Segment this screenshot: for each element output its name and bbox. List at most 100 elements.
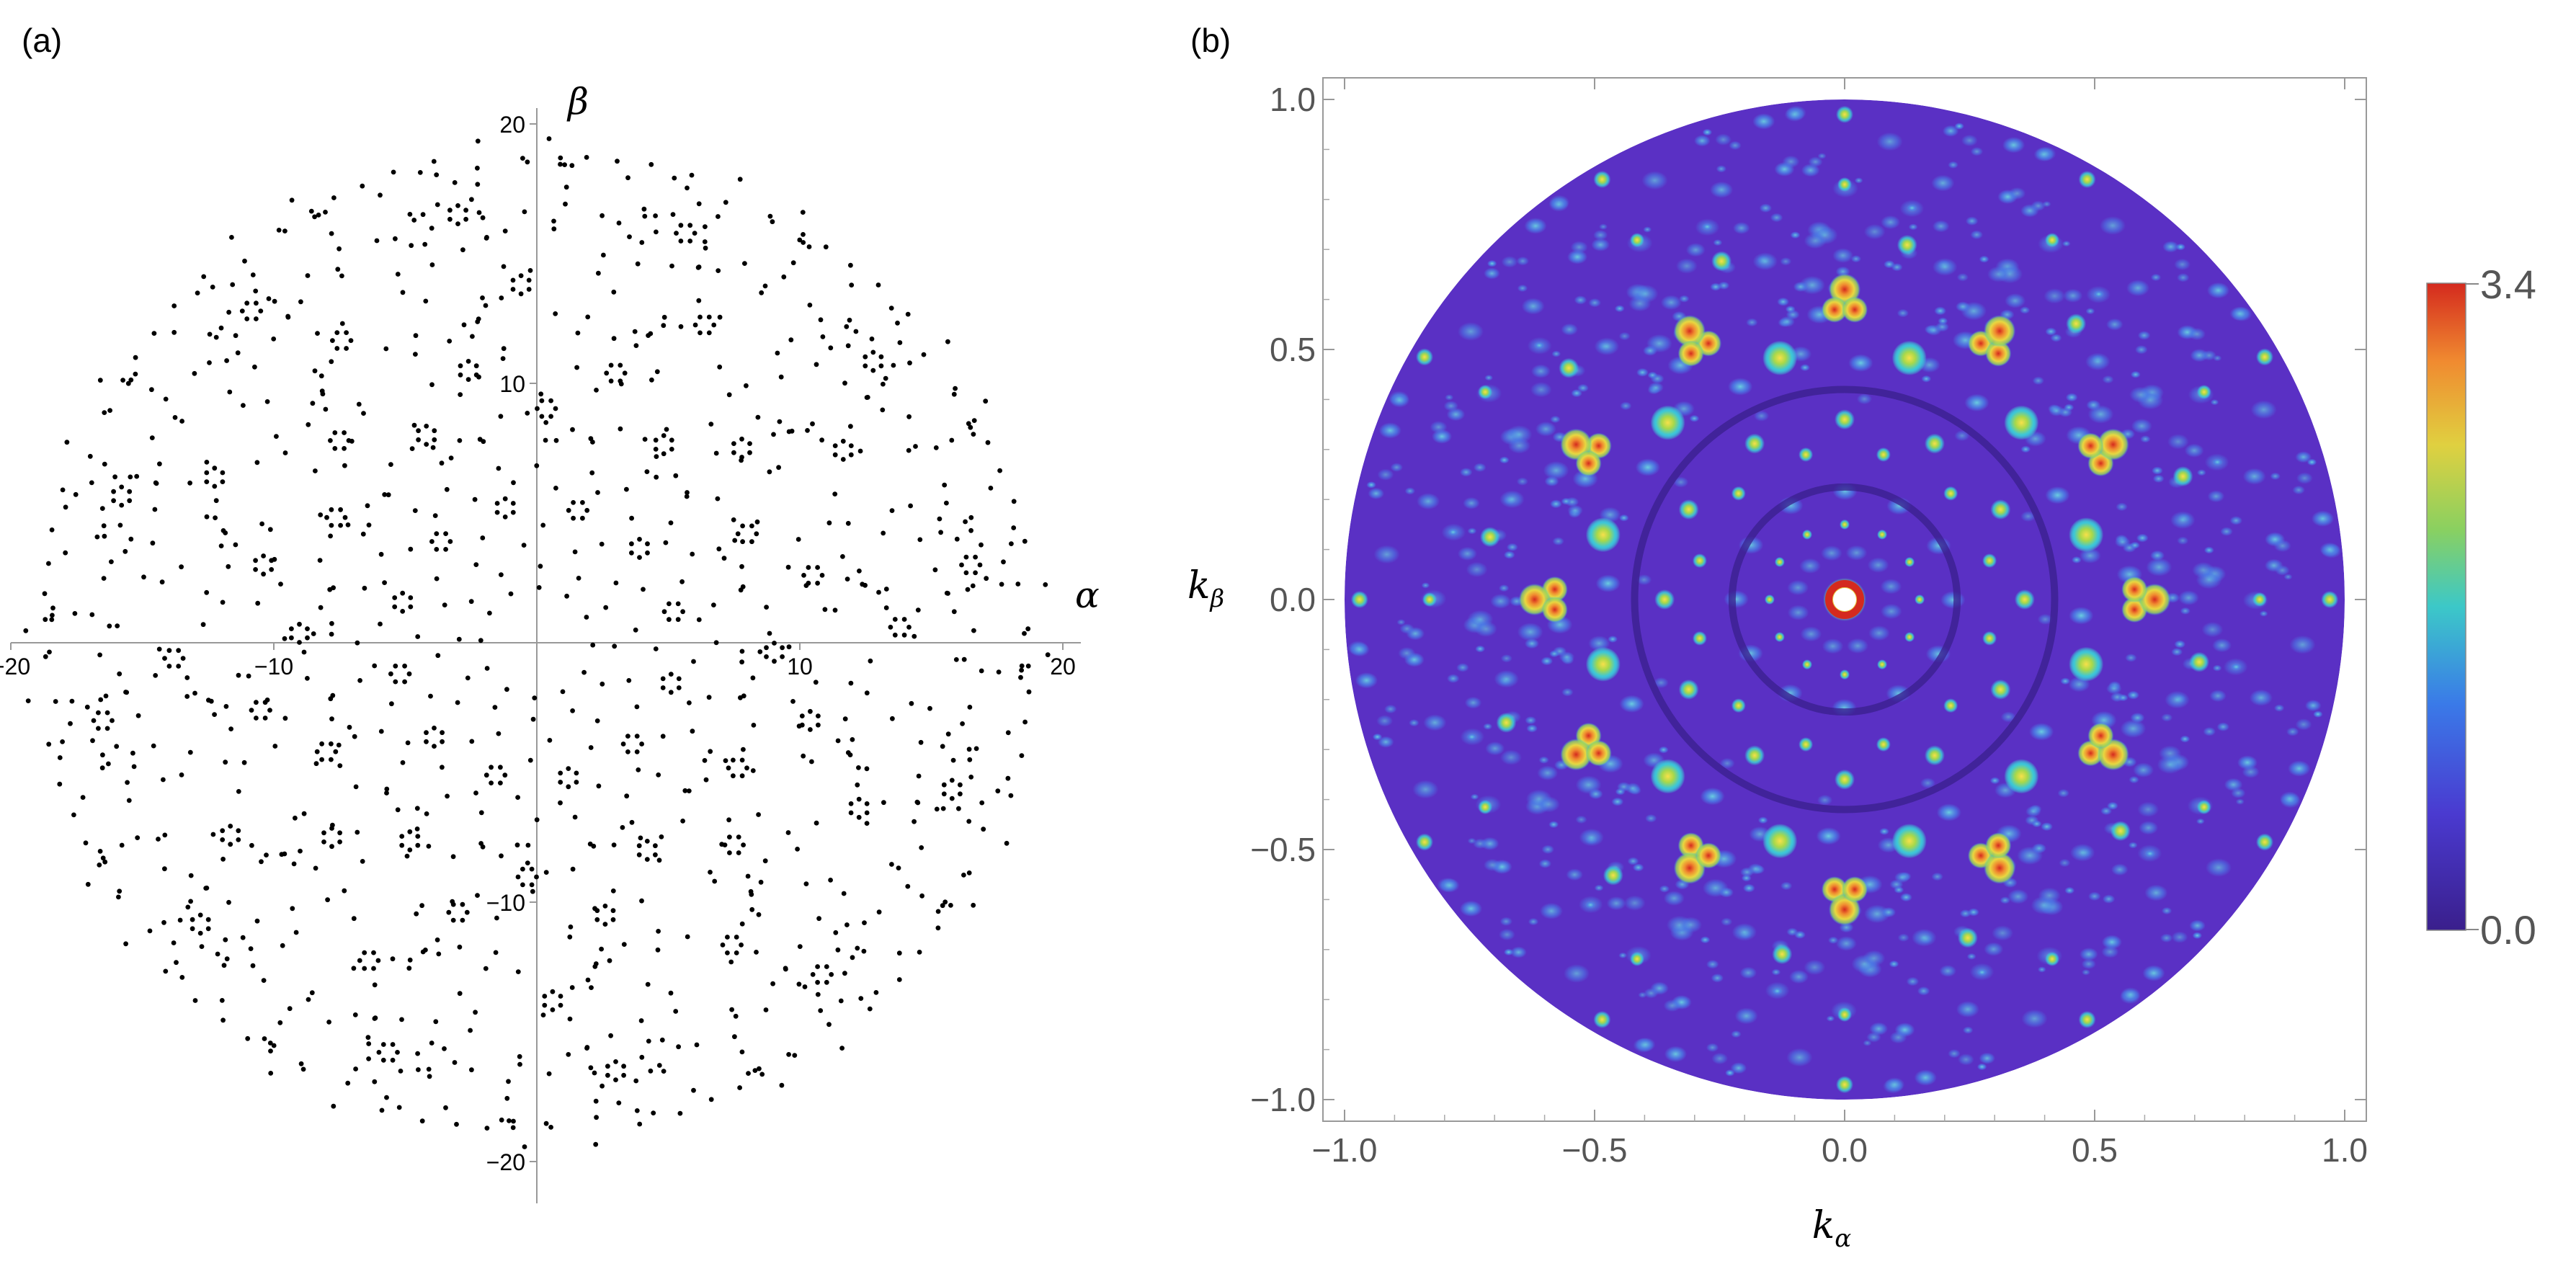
scatter-point — [339, 273, 344, 279]
heatmap-peak — [1764, 594, 1775, 605]
heatmap-speckle — [2242, 468, 2266, 485]
heatmap-speckle — [1561, 687, 1574, 697]
scatter-point — [694, 1042, 700, 1048]
scatter-point — [945, 339, 950, 344]
scatter-point — [305, 626, 310, 631]
heatmap-speckle — [2069, 843, 2095, 862]
scatter-point — [483, 966, 489, 971]
scatter-point — [715, 496, 721, 502]
scatter-point — [443, 1105, 448, 1110]
scatter-point — [411, 422, 417, 428]
scatter-point — [956, 806, 961, 811]
heatmap-peak — [1629, 951, 1644, 966]
scatter-point — [380, 1042, 386, 1047]
scatter-point — [220, 828, 226, 834]
panel-b-x-tick-label: −0.5 — [1562, 1131, 1628, 1169]
scatter-point — [848, 801, 854, 806]
scatter-point — [337, 763, 343, 768]
scatter-point — [498, 414, 504, 419]
scatter-point — [415, 634, 421, 639]
heatmap-speckle — [1446, 407, 1466, 422]
scatter-point — [677, 1110, 683, 1116]
scatter-point — [384, 1095, 389, 1100]
scatter-point — [571, 515, 576, 521]
scatter-point — [25, 698, 31, 703]
scatter-point — [558, 800, 563, 806]
heatmap-speckle — [1484, 267, 1500, 280]
scatter-point — [382, 580, 387, 585]
heatmap-speckle — [1459, 468, 1473, 477]
scatter-point — [889, 862, 894, 867]
scatter-point — [520, 882, 525, 888]
scatter-point — [970, 583, 976, 589]
scatter-point — [691, 1087, 696, 1093]
scatter-point — [668, 672, 674, 677]
scatter-point — [431, 159, 437, 164]
scatter-point — [1018, 674, 1023, 680]
scatter-point — [220, 856, 226, 862]
heatmap-speckle — [2033, 147, 2054, 162]
scatter-point — [230, 282, 236, 288]
heatmap-peak — [1772, 944, 1793, 965]
scatter-point — [171, 329, 177, 335]
scatter-point — [1004, 840, 1010, 846]
scatter-point — [915, 607, 921, 612]
scatter-point — [1009, 541, 1014, 546]
heatmap-speckle — [2270, 472, 2281, 480]
scatter-point — [780, 645, 785, 651]
scatter-point — [888, 306, 894, 311]
heatmap-speckle — [2045, 327, 2057, 336]
heatmap-ring — [1631, 386, 2059, 814]
heatmap-peak — [1799, 737, 1814, 752]
heatmap-speckle — [1868, 625, 1890, 641]
scatter-point — [212, 712, 217, 717]
scatter-point — [656, 857, 662, 863]
colorbar-min-label: 0.0 — [2480, 907, 2536, 953]
scatter-point — [264, 399, 270, 404]
heatmap-speckle — [2025, 806, 2041, 817]
panel-b-y-tick-label: 1.0 — [1270, 81, 1316, 118]
scatter-point — [584, 155, 589, 160]
scatter-point — [897, 340, 903, 345]
scatter-point — [46, 561, 51, 566]
scatter-point — [409, 446, 415, 451]
scatter-point — [342, 514, 348, 520]
scatter-point — [790, 699, 795, 704]
scatter-point — [372, 1016, 378, 1021]
heatmap-peak — [1478, 384, 1493, 399]
heatmap-peak — [1801, 659, 1812, 670]
scatter-point — [266, 296, 272, 301]
scatter-point — [84, 704, 90, 710]
scatter-point — [526, 287, 532, 292]
scatter-point — [535, 406, 540, 411]
scatter-point — [809, 759, 814, 765]
heatmap-speckle — [1648, 382, 1664, 393]
scatter-point — [384, 786, 390, 792]
scatter-point — [83, 840, 89, 846]
scatter-point — [596, 270, 601, 276]
scatter-point — [330, 692, 336, 698]
scatter-point — [326, 1020, 331, 1025]
scatter-point — [163, 396, 169, 402]
scatter-point — [816, 722, 821, 728]
scatter-point — [101, 523, 107, 529]
heatmap-speckle — [1881, 906, 1897, 918]
heatmap-speckle — [2189, 919, 2206, 932]
scatter-point — [749, 906, 755, 912]
heatmap-speckle — [1355, 672, 1378, 689]
scatter-point — [659, 1037, 665, 1043]
scatter-point — [223, 704, 229, 709]
panel-b-y-axis-name: kβ — [1187, 564, 1224, 613]
scatter-point — [320, 391, 326, 397]
scatter-point — [72, 611, 78, 616]
heatmap-speckle — [1544, 476, 1559, 487]
scatter-point — [840, 438, 846, 444]
heatmap-speckle — [2144, 884, 2168, 901]
scatter-point — [385, 492, 391, 498]
heatmap-speckle — [2130, 712, 2145, 723]
scatter-point — [759, 1071, 765, 1077]
heatmap-speckle — [1771, 987, 1783, 995]
heatmap-speckle — [1752, 252, 1778, 271]
scatter-point — [967, 705, 973, 710]
scatter-point — [999, 582, 1004, 587]
